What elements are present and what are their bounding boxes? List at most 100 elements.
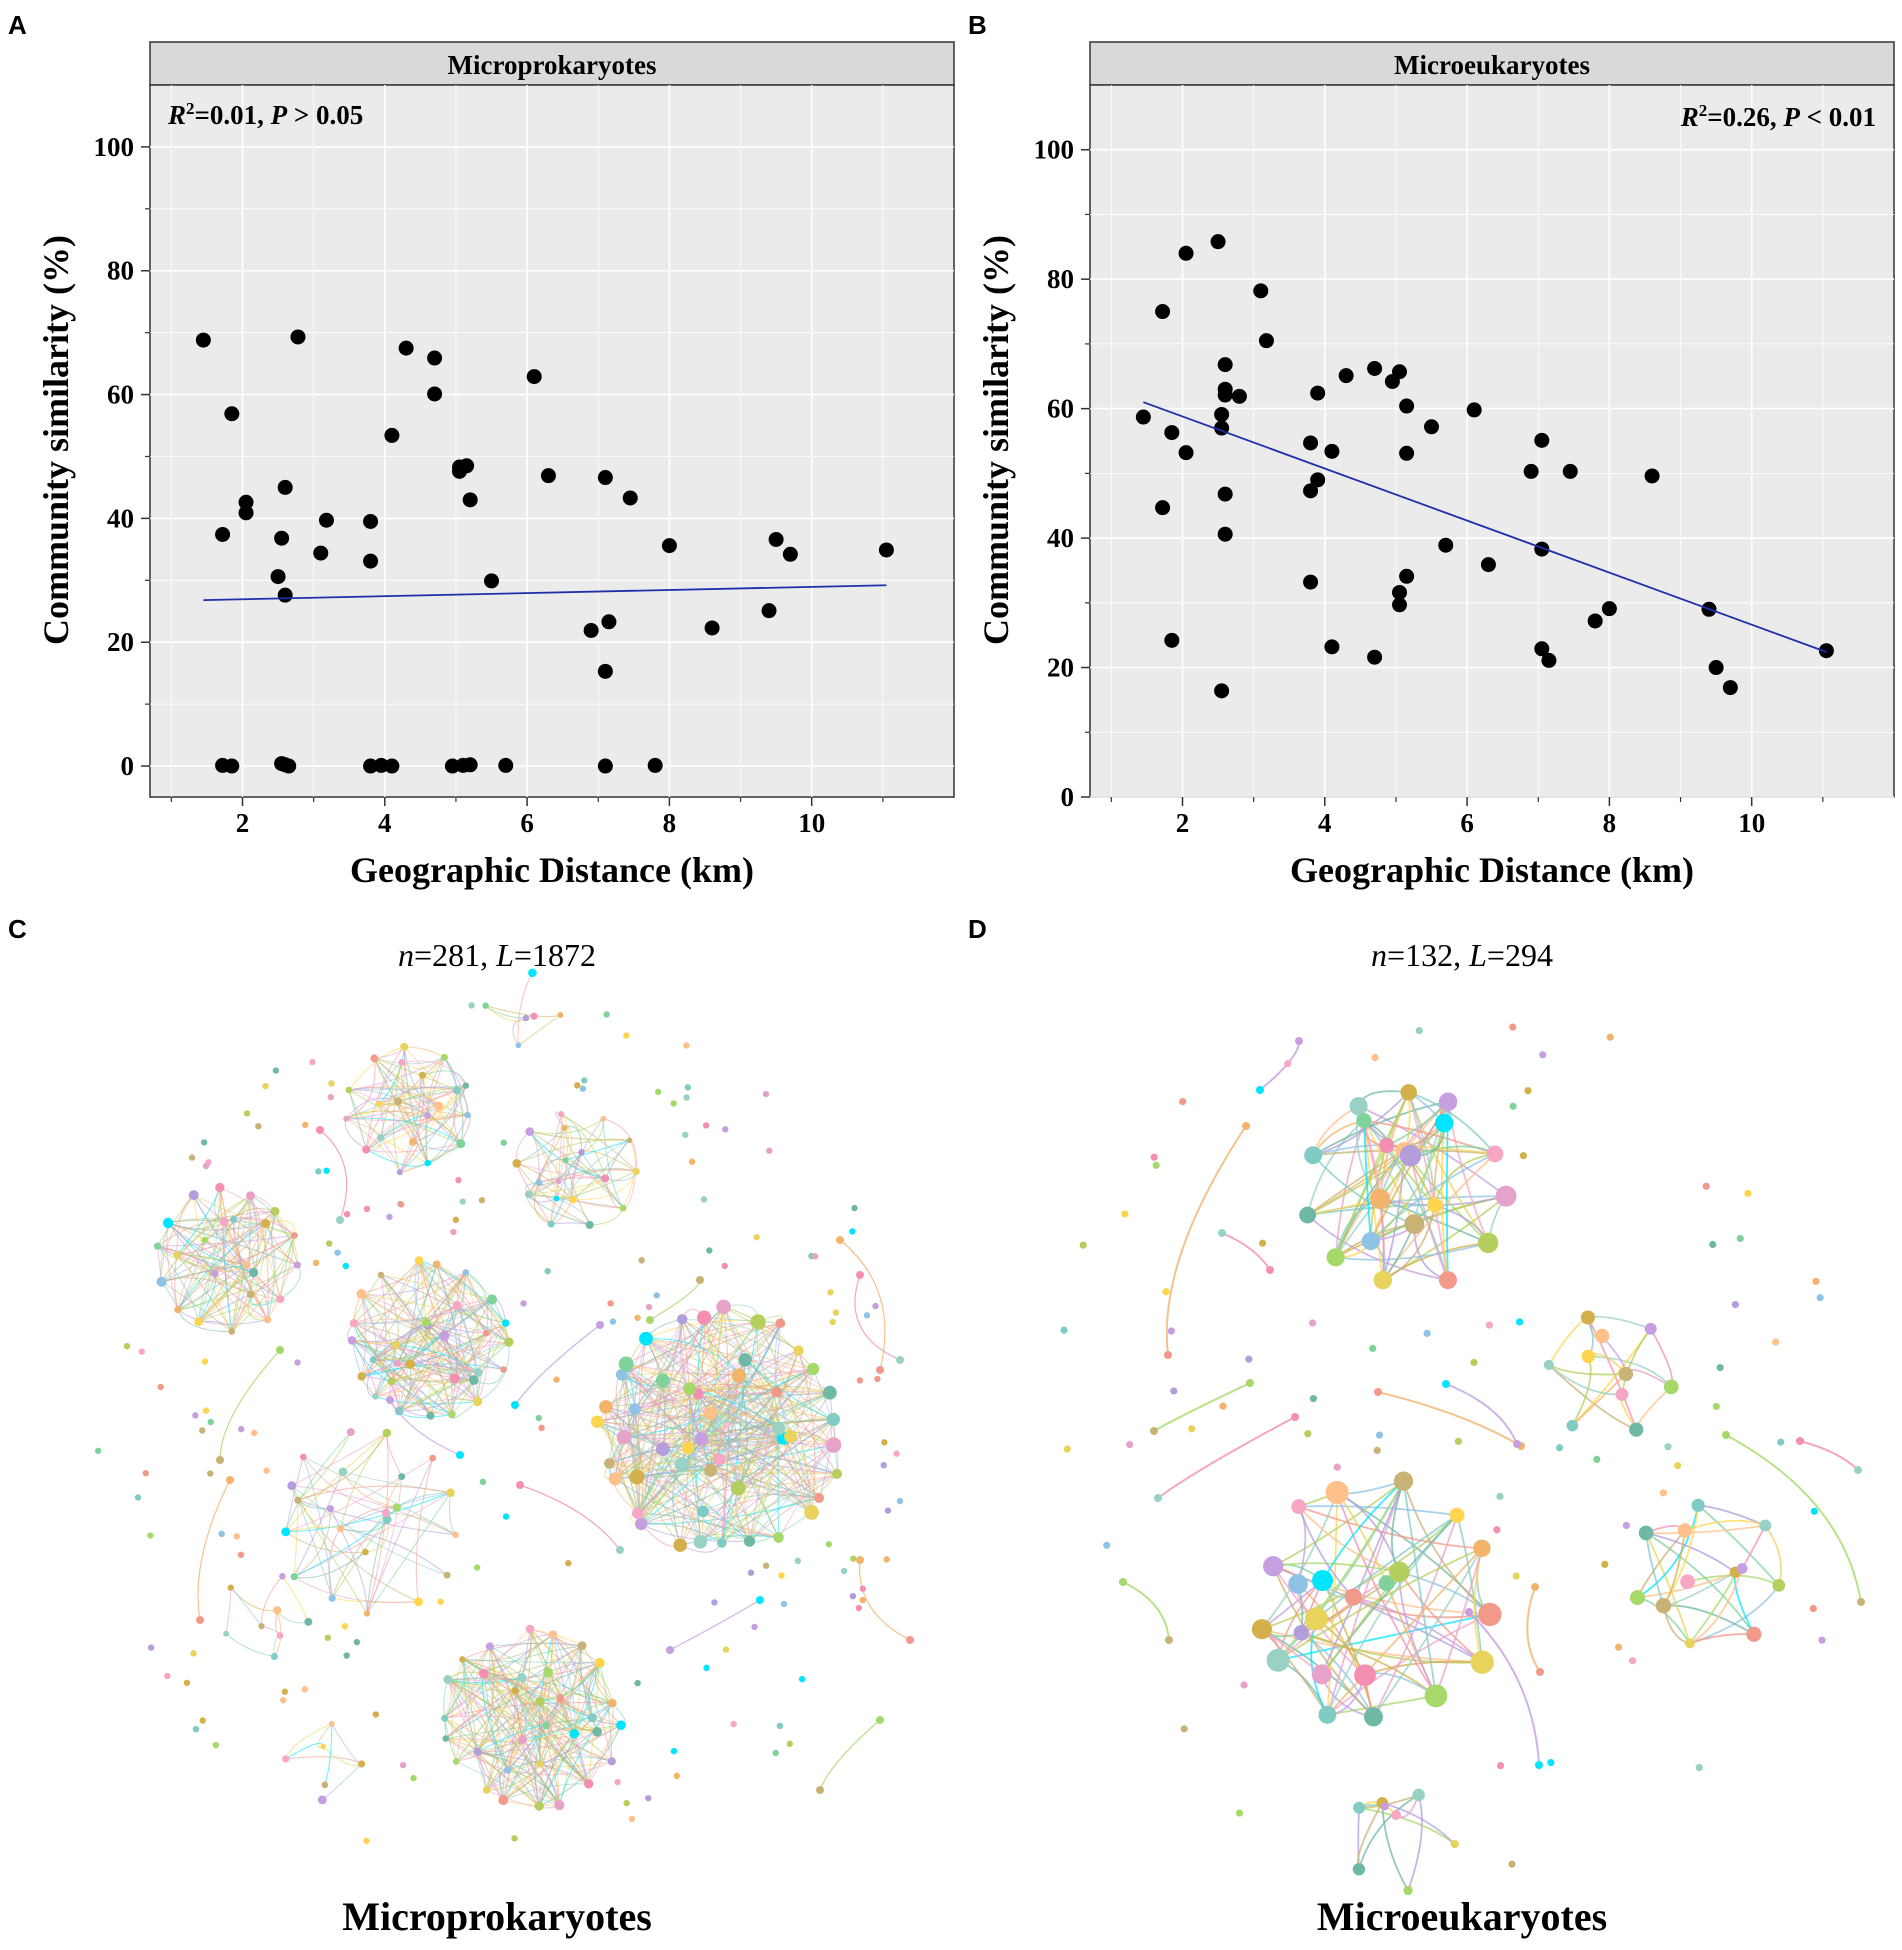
chart-b-point-32: [1392, 597, 1408, 613]
net-d-isolated-node-53: [1371, 1053, 1379, 1062]
net-d-cluster-1-edge-8: [1335, 1241, 1489, 1261]
net-c-isolated-node-84: [372, 1711, 380, 1718]
net-c-isolated-node-75: [200, 1139, 208, 1146]
net-c-cluster-main-edge-38: [702, 1493, 820, 1512]
net-c-isolated-node-120: [399, 1761, 407, 1769]
net-c-cluster-9-node-5: [320, 1743, 327, 1750]
panel-letter-c: C: [8, 914, 27, 944]
chart-a-point-46: [462, 757, 478, 773]
net-d-arcs-arc-9: [1468, 1611, 1540, 1766]
net-d-cluster-5-edge-5: [1358, 1794, 1420, 1870]
net-d-arcs-arc-start-0: [1242, 1122, 1250, 1130]
net-c-cluster-1-edge-115: [360, 1293, 377, 1361]
net-c-cluster-2-edge-26: [265, 1223, 276, 1320]
net-c-isolated-node-3: [786, 1740, 793, 1748]
net-d-cluster-5-edge-0: [1358, 1806, 1456, 1845]
chart-a-point-3: [238, 494, 254, 510]
net-c-cluster-4-edge-85: [379, 1086, 458, 1105]
net-d-cluster-3-edge-13: [1587, 1315, 1652, 1330]
net-c-cluster-5: [512, 1111, 640, 1229]
net-c-isolated-node-0: [450, 1228, 457, 1236]
net-c-cluster-main-edge-293: [636, 1412, 711, 1478]
net-d-isolated-node-34: [1170, 1387, 1178, 1395]
net-c-cluster-5-edge-45: [529, 1118, 604, 1135]
net-c-cluster-2-edge-27: [214, 1273, 268, 1321]
net-c-cluster-3-edge-15: [507, 1760, 613, 1776]
net-c-cluster-1-node-3: [448, 1410, 456, 1419]
chart-a-xtick-label-0: 2: [236, 808, 250, 838]
net-d-cluster-4: [1629, 1498, 1786, 1649]
net-c-cluster-main-edge-93: [699, 1419, 834, 1543]
net-c-cluster-main-edge-43: [757, 1321, 813, 1513]
chart-a-point-31: [704, 620, 720, 636]
net-c-isolated-node-98: [315, 1168, 322, 1175]
net-c-cluster-3-edge-198: [477, 1700, 541, 1753]
net-c-cluster-3-node-29: [587, 1713, 597, 1723]
net-c-cluster-main-edge-216: [681, 1318, 814, 1370]
chart-b-xtick-label-1: 4: [1318, 808, 1332, 838]
net-d-cluster-2-edge-27: [1372, 1547, 1483, 1718]
net-c-cluster-3-edge-217: [514, 1690, 541, 1765]
net-d-cluster-2-edge-38: [1326, 1547, 1483, 1716]
net-c-cluster-8-node-3: [227, 1584, 234, 1591]
net-d-isolated-node-62: [1812, 1277, 1820, 1285]
net-c-cluster-1-edge-101: [353, 1260, 420, 1324]
net-c-cluster-main-edge-124: [640, 1437, 784, 1525]
net-c-cluster-main-edge-116: [640, 1350, 799, 1525]
net-c-cluster-2-edge-128: [214, 1272, 254, 1284]
net-c-cluster-5-edge-42: [516, 1162, 574, 1201]
net-c-cluster-5-edge-10: [589, 1207, 624, 1226]
net-c-cluster-4-edge-31: [401, 1062, 429, 1164]
net-c-cluster-8-node-4: [279, 1573, 286, 1580]
chart-a-annotation: R2=0.01, P > 0.05: [167, 99, 363, 130]
net-c-cluster-4-edge-80: [401, 1060, 467, 1086]
net-d-cluster-1-node-10: [1486, 1145, 1504, 1163]
chart-a-ytick-label-2: 40: [107, 503, 134, 533]
net-d-cluster-4-edge-4: [1689, 1633, 1754, 1645]
net-c-cluster-2-edge-121: [176, 1254, 247, 1266]
net-d-cluster-1-node-14: [1369, 1188, 1391, 1210]
net-c-cluster-3-edge-134: [489, 1646, 509, 1771]
net-c-cluster-8-edge-6: [230, 1587, 278, 1612]
net-c-cluster-main-edge-222: [681, 1318, 784, 1439]
chart-b-point-24: [1324, 443, 1340, 459]
net-c-cluster-3-edge-196: [514, 1690, 575, 1735]
net-c-isolated-node-6: [237, 1551, 245, 1559]
net-d-cluster-1-edge-15: [1407, 1092, 1449, 1281]
net-d-isolated-node-40: [1308, 1319, 1317, 1327]
net-c-cluster-2-edge-61: [177, 1266, 243, 1310]
chart-a-point-21: [462, 492, 478, 508]
net-c-isolated-node-110: [614, 1778, 621, 1786]
net-d-cluster-2-edge-66: [1321, 1480, 1405, 1581]
net-c-cluster-main-node-22: [775, 1318, 786, 1328]
net-c-cluster-2-node-22: [242, 1260, 251, 1269]
net-c-cluster-1-edge-131: [436, 1264, 507, 1324]
net-d-isolated-node-20: [1240, 1681, 1248, 1689]
chart-b-point-13: [1217, 387, 1233, 403]
chart-b-point-17: [1253, 283, 1269, 299]
net-c-cluster-3-edge-161: [539, 1645, 583, 1765]
net-d-cluster-1-node-5: [1299, 1206, 1317, 1224]
net-c-cluster-3-node-10: [443, 1675, 453, 1684]
net-c-cluster-main-edge-265: [662, 1368, 814, 1450]
chart-a-point-13: [363, 553, 379, 569]
net-c-cluster-6-edge-26: [294, 1551, 366, 1579]
net-c-isolated-node-130: [164, 1672, 171, 1680]
net-c-cluster-7-node-1: [515, 1042, 522, 1049]
net-c-isolated-node-149: [827, 1289, 834, 1296]
net-c-arcs-arc-start-11: [856, 1271, 864, 1279]
net-c-cluster-2-node-12: [270, 1206, 280, 1216]
net-c-isolated-node-122: [301, 1121, 309, 1129]
net-c-cluster-2-node-3: [228, 1328, 236, 1335]
net-c-cluster-main-edge-276: [623, 1392, 830, 1438]
net-c-isolated-node-143: [326, 1240, 333, 1247]
net-c-cluster-3-edge-197: [477, 1738, 523, 1756]
net-c-cluster-main-node-23: [793, 1345, 804, 1356]
net-c-isolated-node-114: [747, 1569, 755, 1576]
chart-a-title: Microprokaryotes: [448, 50, 657, 80]
net-c-cluster-9: [282, 1720, 366, 1805]
net-d-arcs-arc-start-1: [1295, 1037, 1303, 1045]
net-c-cluster-1-edge-137: [465, 1272, 506, 1324]
chart-b-ytick-label-4: 80: [1047, 264, 1074, 294]
net-c-cluster-3-edge-195: [521, 1677, 575, 1735]
